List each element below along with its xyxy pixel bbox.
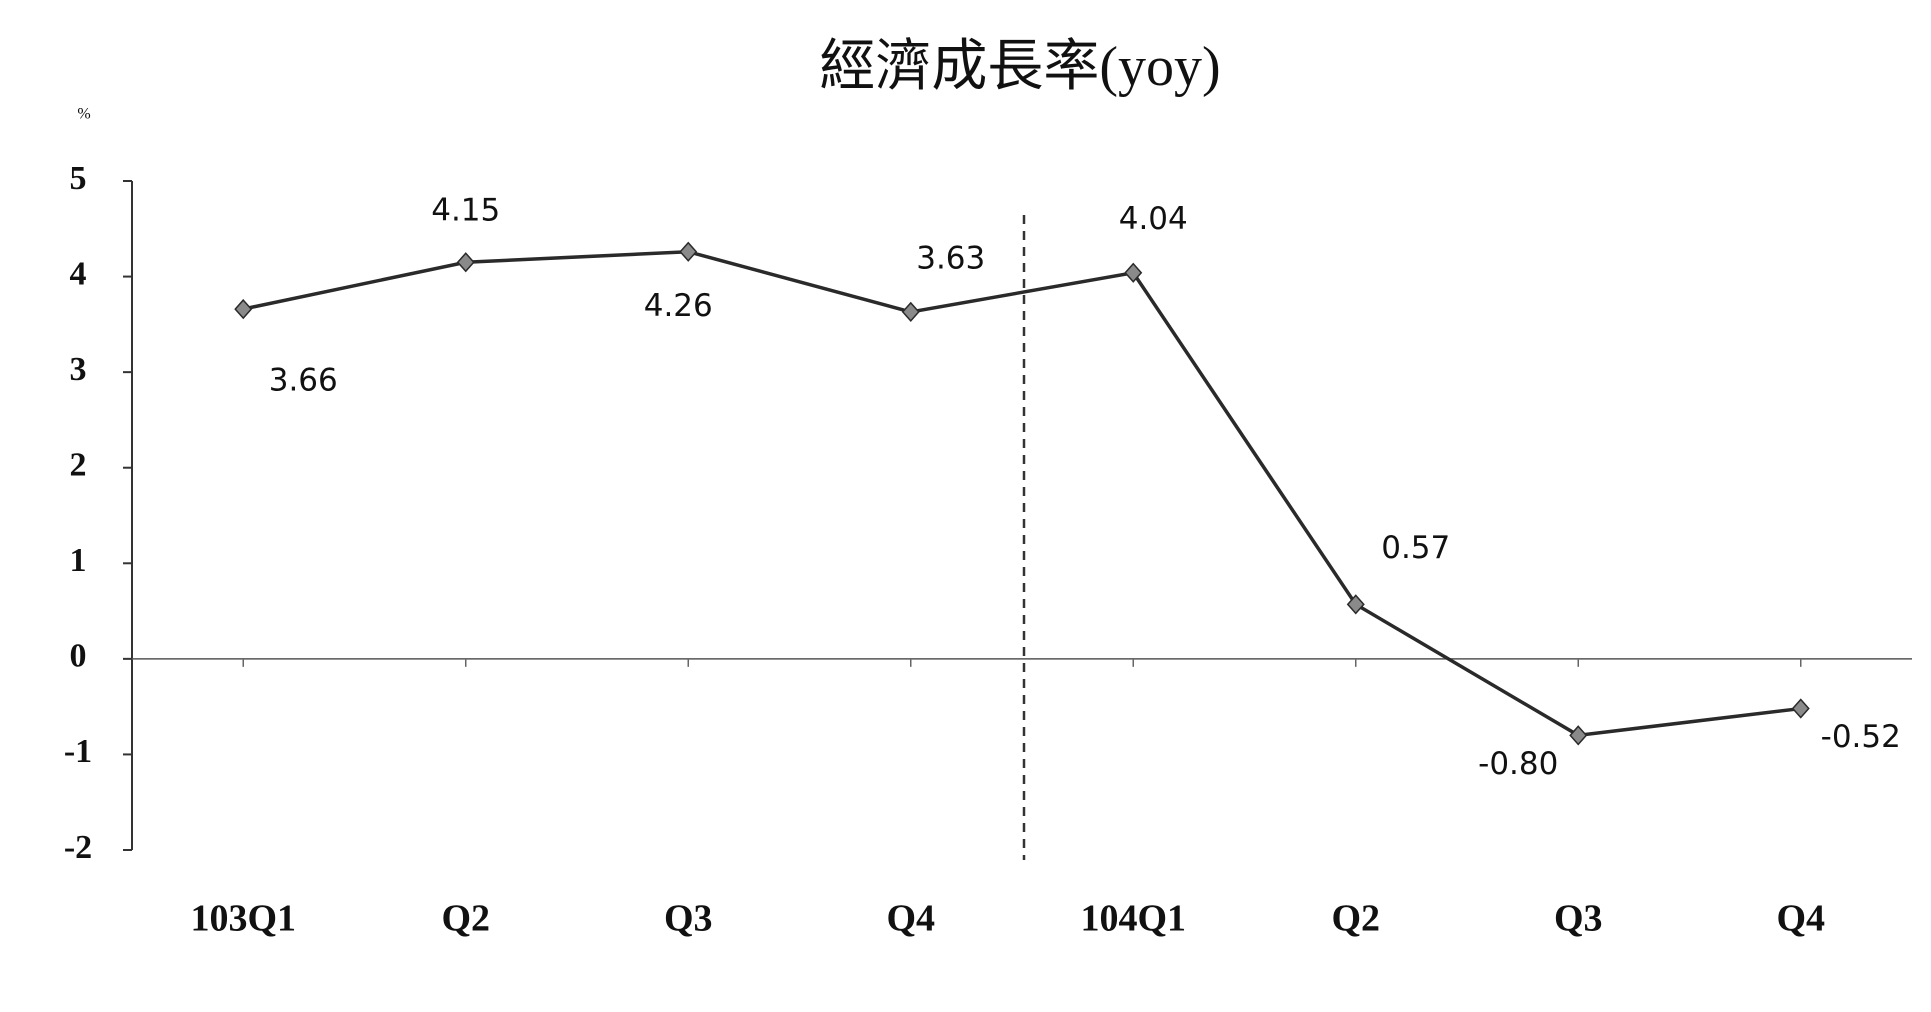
data-label: 0.57 [1381, 530, 1450, 566]
x-tick-label: Q4 [886, 898, 935, 940]
marker [1124, 262, 1143, 283]
y-tick-label: 3 [70, 351, 87, 388]
x-tick-label: 104Q1 [1080, 898, 1186, 940]
y-axis-label: % [77, 106, 90, 123]
marker [901, 301, 920, 323]
data-label: 4.15 [431, 193, 500, 229]
data-label: 4.26 [644, 288, 713, 324]
data-label: 3.63 [916, 240, 985, 276]
data-label: -0.52 [1821, 719, 1901, 755]
x-tick-label: Q2 [1331, 898, 1380, 940]
y-tick-label: 1 [70, 542, 87, 579]
y-tick-label: 4 [70, 255, 87, 292]
y-tick-label: -2 [64, 829, 92, 866]
marker [456, 252, 475, 273]
data-label: 3.66 [269, 363, 338, 399]
data-line [242, 249, 1801, 738]
x-tick-label: Q3 [1554, 898, 1603, 940]
marker [1569, 725, 1588, 746]
x-tick-label: Q4 [1776, 898, 1825, 940]
marker [234, 298, 253, 320]
x-tick-label: 103Q1 [190, 898, 296, 940]
marker [1346, 594, 1365, 615]
data-label: -0.80 [1478, 746, 1558, 782]
y-tick-label: 5 [70, 160, 87, 197]
x-tick-label: Q3 [664, 898, 713, 940]
marker [679, 241, 698, 262]
y-tick-label: -1 [64, 733, 92, 770]
x-tick-label: Q2 [441, 898, 490, 940]
data-label: 4.04 [1119, 201, 1188, 237]
y-tick-label: 2 [70, 447, 87, 484]
chart-title: 經濟成長率(yoy) [819, 36, 1220, 98]
marker [1791, 698, 1810, 719]
y-tick-label: 0 [70, 638, 87, 675]
